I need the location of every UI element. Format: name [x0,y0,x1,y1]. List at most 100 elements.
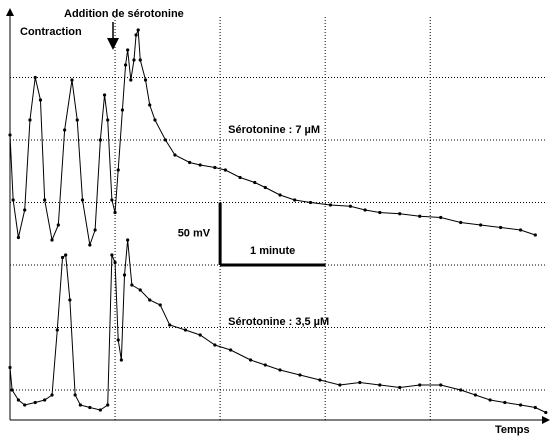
trace-point [163,138,168,142]
trace-point [348,204,352,208]
trace-point [278,193,282,197]
trace-point [102,93,107,97]
trace-point [229,348,233,352]
trace-point [43,198,47,202]
trace-point [70,78,74,82]
trace-point [16,235,21,240]
trace-point [129,78,133,82]
trace-point [544,410,548,415]
trace-point [533,405,537,410]
trace-point [198,163,202,167]
trace-point [278,368,282,372]
trace-point [43,398,47,402]
trace-point [148,103,152,107]
trace-point [116,168,120,172]
trace-point [158,303,162,307]
trace-point [439,383,443,387]
trace-point [110,253,114,257]
trace-point [298,373,302,377]
trace-point [213,343,217,347]
y-axis-label: Contraction [20,26,82,38]
trace-point [418,214,422,218]
trace-point [33,75,37,80]
trace-point [328,203,333,207]
trace-point [293,198,297,202]
trace-point [188,160,192,165]
trace-point [223,168,227,172]
trace-point [88,405,92,410]
trace-line [9,29,536,246]
trace-point [38,98,43,102]
trace-point [106,403,110,407]
trace-point [533,233,537,237]
trace-point [518,403,523,407]
trace-point [50,238,54,242]
trace-point [16,398,21,402]
trace-point [55,328,59,332]
trace-point [8,365,12,370]
trace-point [50,393,54,397]
scale-label-y: 50 mV [178,228,211,240]
trace-point [120,108,125,112]
trace-point [28,118,32,122]
trace-point [88,243,92,247]
trace-point [10,388,14,392]
trace-point [60,255,65,260]
trace-point [418,383,422,387]
trace-point [119,358,123,362]
trace-point [80,198,85,202]
trace-point [253,180,257,185]
trace-point [173,153,177,157]
trace-point [503,400,507,405]
trace-point [398,212,402,216]
trace-point [113,260,117,265]
trace-point [63,128,67,132]
series-label: Sérotonine : 3,5 µM [228,316,329,328]
trace-point [459,388,463,392]
trace-point [136,28,140,32]
chart-title: Addition de sérotonine [64,8,184,20]
trace-point [439,215,443,220]
trace-point [308,200,313,205]
trace-point [33,400,37,405]
trace-point [23,403,27,407]
trace-point [11,198,15,202]
trace-point [132,58,136,62]
trace-point [398,385,402,390]
trace-point [98,408,102,412]
trace-point [23,208,27,212]
trace-point [459,220,463,225]
trace-point [338,383,342,387]
trace-point [358,380,362,385]
trace-point [153,118,157,122]
trace-point [116,338,120,342]
trace-point [78,403,82,407]
trace-point [318,378,322,382]
trace-point [138,288,142,292]
trace-point [213,165,217,170]
trace-point [143,78,148,82]
trace-point [488,398,492,402]
trace-point [518,228,523,232]
trace-point [378,210,382,215]
series-label: Sérotonine : 7 µM [228,124,320,136]
trace-point [98,138,102,142]
trace-point [8,133,12,137]
scale-label-x: 1 minute [250,245,295,257]
trace-point [122,273,127,277]
trace-point [363,208,367,212]
trace-point [473,393,478,397]
trace-point [238,175,242,180]
trace-point [93,228,97,232]
trace-point [126,238,130,242]
trace-point [168,323,172,327]
trace-point [479,223,483,227]
trace-point [56,223,60,227]
trace-point [499,225,503,230]
x-axis-label: Temps [495,424,530,436]
trace-point [148,298,152,302]
trace-point [123,63,128,67]
trace-point [198,333,202,337]
trace-point [75,118,79,122]
